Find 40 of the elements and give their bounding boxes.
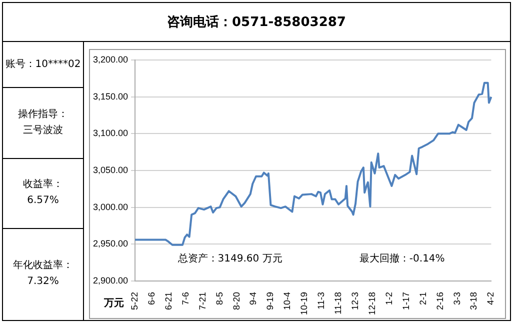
text: 收益率： — [23, 178, 63, 192]
x-tick-label: 1-2 — [384, 292, 394, 305]
y-axis-title: 万元 — [104, 297, 124, 310]
chart-title: 咨询电话：0571-85803287 — [3, 3, 510, 42]
x-tick-label: 3-3 — [452, 292, 462, 305]
x-tick-label: 3-18 — [468, 292, 479, 310]
x-tick-label: 10-19 — [299, 292, 310, 316]
y-tick-label: 3,150.00 — [92, 91, 128, 102]
text: 三号波波 — [23, 124, 63, 138]
y-tick-label: 3,050.00 — [92, 164, 128, 175]
x-tick-label: 11-3 — [316, 292, 326, 310]
x-tick-label: 2-1 — [418, 292, 428, 305]
x-tick-label: 6-6 — [146, 292, 156, 305]
y-tick-label: 3,000.00 — [92, 202, 128, 212]
x-tick-label: 1-17 — [400, 292, 411, 310]
annotation: 最大回撤：-0.14% — [359, 252, 445, 264]
text: 年化收益率： — [13, 258, 73, 273]
annotation: 总资产：3149.60 万元 — [176, 252, 282, 264]
y-tick-label: 3,200.00 — [92, 54, 128, 64]
y-tick-label: 2,900.00 — [92, 275, 128, 286]
x-tick-label: 12-18 — [366, 292, 377, 316]
x-tick-label: 4-2 — [486, 292, 496, 305]
text: 6.57% — [27, 194, 59, 208]
text: 账号：10****02 — [5, 58, 81, 72]
x-tick-label: 8-5 — [214, 292, 224, 305]
y-tick-label: 3,100.00 — [92, 128, 128, 138]
x-tick-label: 12-3 — [350, 292, 360, 310]
text: 操作指导： — [18, 108, 68, 122]
x-tick-label: 8-20 — [231, 292, 242, 310]
x-tick-label: 5-22 — [130, 292, 140, 310]
x-tick-label: 7-6 — [180, 292, 190, 305]
x-tick-label: 2-16 — [434, 292, 445, 310]
y-tick-label: 2,950.00 — [92, 238, 128, 249]
x-tick-label: 9-4 — [248, 292, 258, 305]
x-tick-label: 11-18 — [333, 292, 344, 314]
x-tick-label: 9-19 — [265, 292, 276, 310]
x-tick-label: 6-21 — [163, 292, 174, 310]
x-tick-label: 10-4 — [282, 292, 292, 310]
x-tick-label: 7-21 — [197, 292, 208, 310]
text: 7.32% — [27, 275, 59, 289]
